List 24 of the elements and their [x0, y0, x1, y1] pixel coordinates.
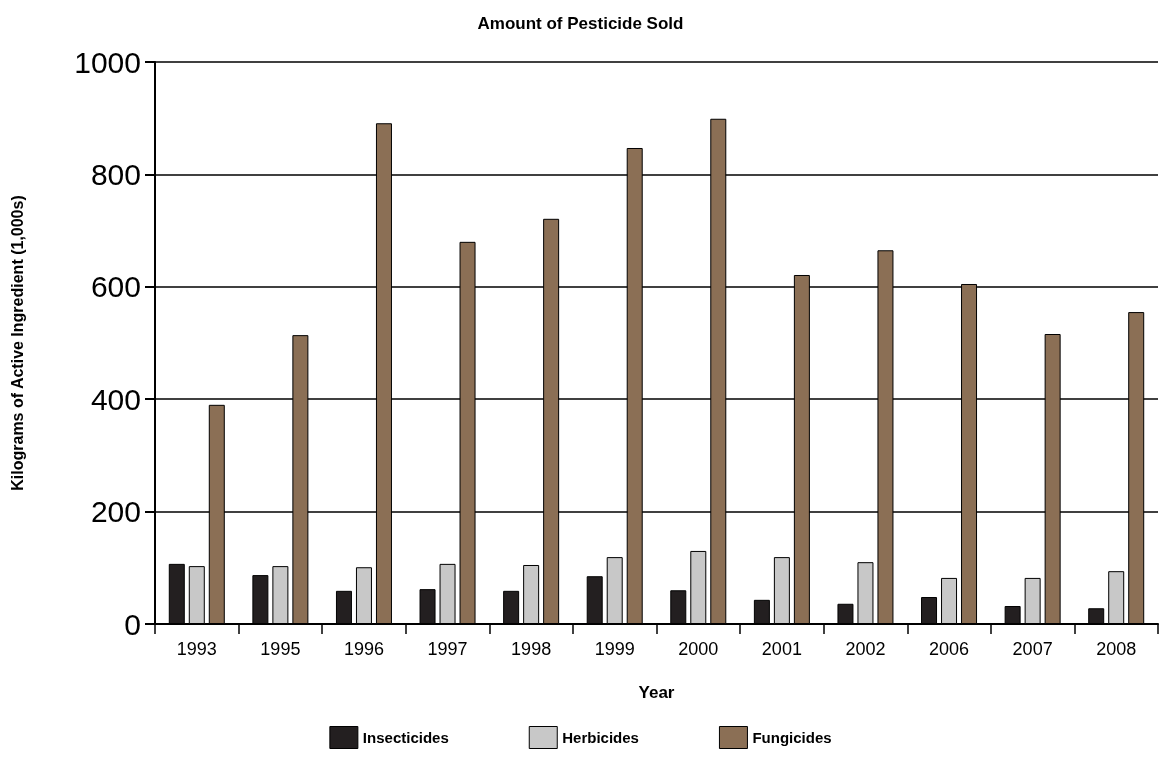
y-tick-label: 400	[90, 382, 141, 416]
legend-label: Insecticides	[362, 729, 449, 746]
x-tick-label: 1999	[594, 639, 635, 659]
chart-title: Amount of Pesticide Sold	[477, 14, 684, 33]
x-tick-label: 2006	[929, 639, 970, 659]
x-tick-label: 1998	[511, 639, 552, 659]
x-tick-label: 1997	[427, 639, 468, 659]
y-tick-label: 200	[90, 495, 141, 529]
y-axis-title: Kilograms of Active Ingredient (1,000s)	[8, 195, 26, 491]
x-tick-label: 1996	[343, 639, 384, 659]
x-tick-label: 2001	[761, 639, 802, 659]
y-tick-label: 1000	[74, 45, 141, 79]
x-axis-title: Year	[638, 683, 675, 702]
x-tick-label: 1993	[176, 639, 217, 659]
x-tick-label: 2002	[845, 639, 886, 659]
y-tick-label: 800	[90, 157, 141, 191]
x-tick-label: 2007	[1012, 639, 1053, 659]
x-tick-label: 2000	[678, 639, 719, 659]
x-tick-label: 1995	[260, 639, 301, 659]
y-tick-label: 0	[124, 607, 141, 641]
y-tick-label: 600	[90, 270, 141, 304]
x-tick-label: 2008	[1096, 639, 1137, 659]
legend-label: Herbicides	[562, 729, 639, 746]
legend-label: Fungicides	[752, 729, 832, 746]
